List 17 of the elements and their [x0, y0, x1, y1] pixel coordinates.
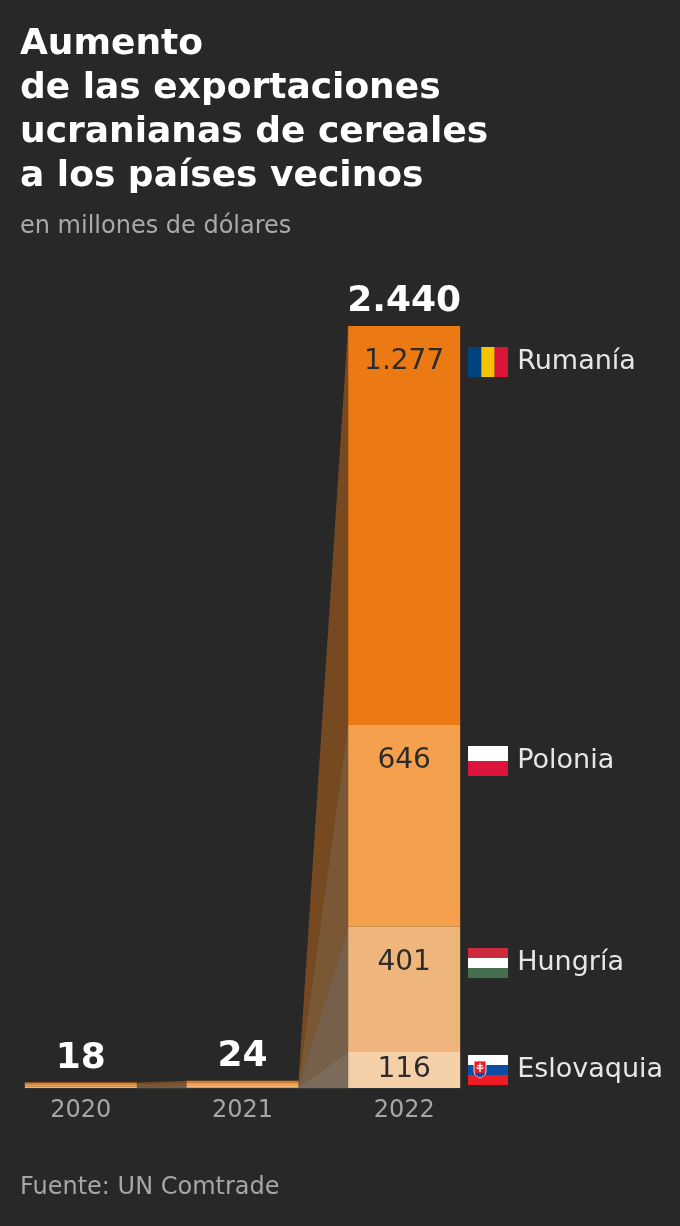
total-label: 18: [55, 1034, 106, 1076]
x-tick-label: 2022: [373, 1094, 435, 1123]
total-label: 2.440: [347, 278, 462, 319]
data-label: 1.277: [364, 343, 445, 377]
data-label: 401: [377, 943, 431, 977]
x-tick-label: 2021: [211, 1094, 274, 1123]
text: Eslovaquia: [517, 1052, 664, 1084]
chart-subtitle: en millones de dólares: [20, 210, 292, 240]
chart-title: Aumento de las exportaciones ucranianas de cereales a los países vecinos: [20, 20, 489, 196]
source-note: Fuente: UN Comtrade: [20, 1171, 280, 1201]
text: Polonia: [517, 742, 615, 774]
total-label: 24: [217, 1032, 268, 1074]
data-label: 116: [377, 1051, 431, 1085]
text: Rumanía: [517, 344, 636, 376]
data-label: 646: [377, 742, 431, 776]
text: Hungría: [517, 944, 625, 976]
x-tick-label: 2020: [50, 1094, 112, 1123]
